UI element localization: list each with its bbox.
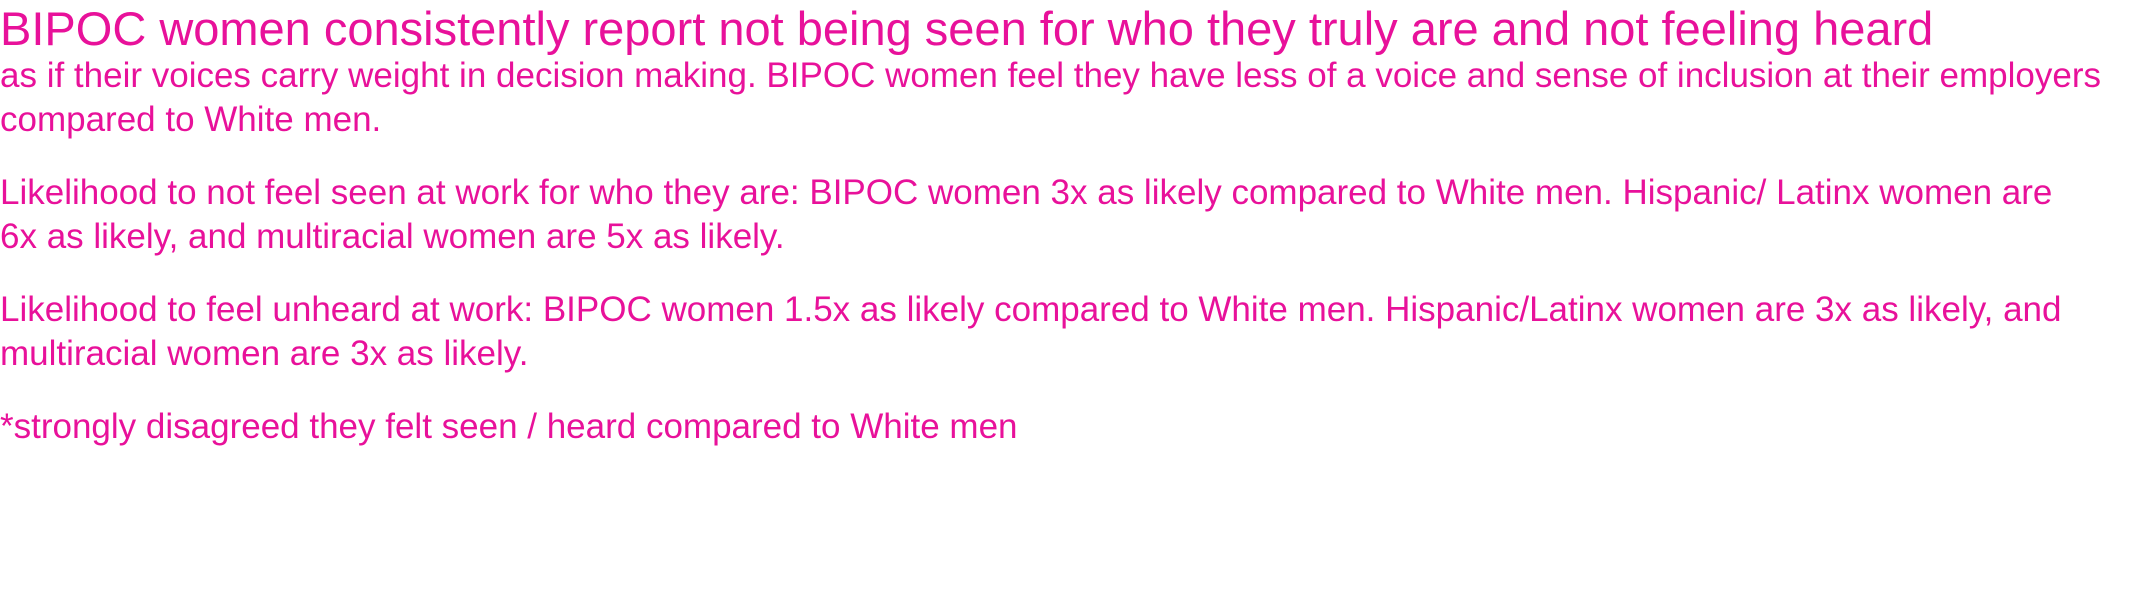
document-body: BIPOC women consistently report not bein… — [0, 2, 2102, 446]
footnote: *strongly disagreed they felt seen / hea… — [0, 407, 1018, 446]
intro-paragraph: as if their voices carry weight in decis… — [0, 56, 2102, 139]
headline: BIPOC women consistently report not bein… — [0, 2, 1934, 55]
seen-likelihood-paragraph: Likelihood to not feel seen at work for … — [0, 173, 2053, 256]
heard-likelihood-paragraph: Likelihood to feel unheard at work: BIPO… — [0, 290, 2062, 373]
